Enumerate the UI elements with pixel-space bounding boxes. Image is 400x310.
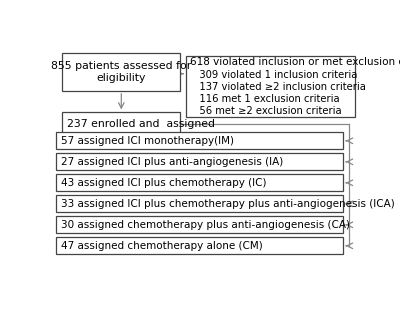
Text: 57 assigned ICI monotherapy(IM): 57 assigned ICI monotherapy(IM) (61, 136, 234, 146)
Text: 43 assigned ICI plus chemotherapy (IC): 43 assigned ICI plus chemotherapy (IC) (61, 178, 266, 188)
Text: 309 violated 1 inclusion criteria: 309 violated 1 inclusion criteria (190, 69, 358, 80)
FancyBboxPatch shape (56, 237, 343, 255)
Text: 116 met 1 exclusion criteria: 116 met 1 exclusion criteria (190, 94, 340, 104)
FancyBboxPatch shape (56, 195, 343, 212)
FancyBboxPatch shape (186, 56, 355, 117)
FancyBboxPatch shape (62, 53, 180, 91)
Text: 30 assigned chemotherapy plus anti-angiogenesis (CA): 30 assigned chemotherapy plus anti-angio… (61, 220, 350, 230)
FancyBboxPatch shape (56, 153, 343, 170)
Text: 137 violated ≥2 inclusion criteria: 137 violated ≥2 inclusion criteria (190, 82, 366, 92)
FancyBboxPatch shape (56, 132, 343, 149)
Text: 855 patients assessed for
eligibility: 855 patients assessed for eligibility (51, 61, 192, 82)
Text: 27 assigned ICI plus anti-angiogenesis (IA): 27 assigned ICI plus anti-angiogenesis (… (61, 157, 283, 167)
Text: 33 assigned ICI plus chemotherapy plus anti-angiogenesis (ICA): 33 assigned ICI plus chemotherapy plus a… (61, 199, 394, 209)
FancyBboxPatch shape (62, 113, 180, 136)
Text: 237 enrolled and  assigned: 237 enrolled and assigned (67, 119, 215, 129)
FancyBboxPatch shape (56, 216, 343, 233)
Text: 47 assigned chemotherapy alone (CM): 47 assigned chemotherapy alone (CM) (61, 241, 263, 251)
Text: 618 violated inclusion or met exclusion criteria: 618 violated inclusion or met exclusion … (190, 57, 400, 67)
FancyBboxPatch shape (56, 174, 343, 191)
Text: 56 met ≥2 exclusion criteria: 56 met ≥2 exclusion criteria (190, 106, 342, 116)
